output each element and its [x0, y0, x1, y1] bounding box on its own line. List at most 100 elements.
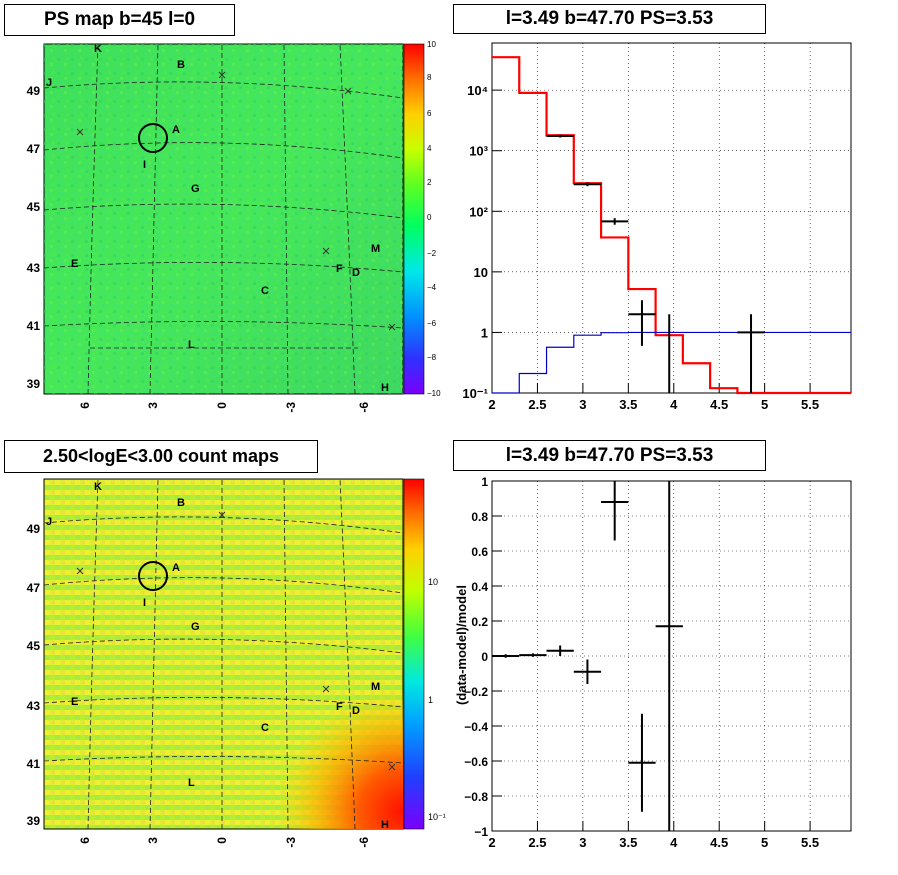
colorbar-tick: −10 — [427, 389, 441, 398]
source-label-L: L — [188, 339, 195, 351]
x-tick-label: 5 — [761, 835, 768, 850]
lat-label: 49 — [27, 522, 41, 536]
x-tick-label: 2 — [488, 835, 495, 850]
colorbar-tick: 10⁻¹ — [428, 812, 446, 822]
model-histogram — [492, 56, 851, 395]
x-tick-label: 5.5 — [801, 397, 819, 412]
source-label-D: D — [352, 705, 360, 717]
lat-label: 43 — [27, 699, 41, 713]
source-label-D: D — [352, 267, 360, 279]
x-tick-label: 2.5 — [528, 397, 546, 412]
x-tick-label: 4 — [670, 835, 678, 850]
x-tick-label: 2 — [488, 397, 495, 412]
lat-label: 47 — [27, 142, 41, 156]
source-label-B: B — [177, 59, 185, 71]
colorbar-tick: −4 — [427, 283, 437, 292]
source-label-A: A — [172, 562, 180, 574]
ps-map-title: PS map b=45 l=0 — [4, 4, 235, 36]
x-tick-label: 3.5 — [619, 397, 637, 412]
x-tick-label: 5.5 — [801, 835, 819, 850]
x-tick-label: 5 — [761, 397, 768, 412]
x-tick-label: 2.5 — [528, 835, 546, 850]
lat-label: 39 — [27, 377, 41, 391]
lon-label: 3 — [146, 837, 160, 844]
spectrum-title: l=3.49 b=47.70 PS=3.53 — [453, 4, 766, 34]
source-label-G: G — [191, 183, 200, 195]
source-label-M: M — [371, 243, 380, 255]
lon-label: 3 — [146, 402, 160, 409]
source-label-F: F — [336, 263, 343, 275]
source-label-B: B — [177, 497, 185, 509]
spectrum-chart: 2 2.5 3 3.5 4 4.5 5 5.5 10⁻¹ 1 10 10² 10³ 10⁴ — [462, 42, 852, 412]
y-tick-label: 0.4 — [471, 580, 488, 594]
y-tick-label: −0.2 — [464, 685, 488, 699]
lon-label: -3 — [284, 837, 298, 848]
x-tick-label: 4.5 — [710, 397, 728, 412]
colorbar-tick: −2 — [427, 249, 437, 258]
source-markers — [76, 71, 396, 331]
y-tick-label: 0.6 — [471, 545, 488, 559]
y-tick-label: 10² — [469, 204, 488, 219]
lon-label: -3 — [284, 402, 298, 413]
source-label-E: E — [71, 696, 78, 708]
y-tick-label: 0.8 — [471, 510, 488, 524]
colorbar-tick: 6 — [427, 109, 432, 118]
lat-label: 43 — [27, 261, 41, 275]
x-tick-label: 3 — [579, 835, 586, 850]
y-tick-label: 1 — [481, 475, 488, 489]
source-label-J: J — [46, 77, 52, 89]
lon-label: 0 — [215, 837, 229, 844]
background-histogram — [492, 331, 851, 394]
source-labels: K B J A I G E M F D C L H — [46, 481, 389, 831]
y-tick-label: 1 — [481, 325, 488, 340]
y-tick-label: −0.4 — [464, 720, 488, 734]
colorbar — [403, 43, 425, 395]
source-label-J: J — [46, 516, 52, 528]
lon-label: -6 — [357, 837, 371, 848]
plot-frame — [491, 42, 852, 394]
source-label-C: C — [261, 722, 269, 734]
colorbar-tick: −8 — [427, 353, 437, 362]
source-markers — [76, 511, 396, 771]
source-label-G: G — [191, 621, 200, 633]
x-tick-label: 3 — [579, 397, 586, 412]
lat-label: 41 — [27, 319, 41, 333]
lon-label: 6 — [78, 402, 92, 409]
residual-chart: 2 2.5 3 3.5 4 4.5 5 5.5 −1 −0.8 −0.6 −0.4 −0.2 0 0.2 0… — [454, 475, 852, 850]
x-tick-label: 3.5 — [619, 835, 637, 850]
source-label-K: K — [94, 43, 102, 55]
source-label-L: L — [188, 777, 195, 789]
colorbar-tick: 2 — [427, 178, 432, 187]
lat-label: 45 — [27, 639, 41, 653]
source-label-H: H — [381, 382, 389, 394]
colorbar-tick: 10 — [428, 577, 438, 587]
coordinate-grid — [43, 43, 404, 395]
source-label-H: H — [381, 819, 389, 831]
source-labels: K B J A I G E M F D C L H — [46, 43, 389, 394]
y-tick-label: −0.8 — [464, 790, 488, 804]
map-noise — [44, 44, 403, 394]
source-label-I: I — [143, 597, 146, 609]
colorbar-tick: 4 — [427, 144, 432, 153]
y-tick-label: 10⁻¹ — [462, 386, 488, 401]
colorbar-tick: 10 — [427, 40, 436, 49]
lat-label: 47 — [27, 581, 41, 595]
colorbar — [403, 478, 425, 830]
map-hotspot — [44, 479, 403, 829]
target-circle — [138, 561, 168, 591]
lon-label: 0 — [215, 402, 229, 409]
lat-label: 41 — [27, 757, 41, 771]
lat-label: 39 — [27, 814, 41, 828]
y-tick-label: 0 — [481, 650, 488, 664]
y-tick-label: 10 — [474, 265, 488, 280]
lon-label: 6 — [78, 837, 92, 844]
y-tick-label: −0.6 — [464, 755, 488, 769]
colorbar-tick: −6 — [427, 319, 437, 328]
y-tick-label: 10³ — [469, 144, 488, 159]
lon-label: -6 — [357, 402, 371, 413]
y-tick-label: 0.2 — [471, 615, 488, 629]
source-label-I: I — [143, 159, 146, 171]
x-tick-label: 4 — [670, 397, 678, 412]
ps-map-panel: K B J A I G E M F D C L H 49 47 45 43 41… — [27, 40, 441, 413]
target-circle — [138, 123, 168, 153]
